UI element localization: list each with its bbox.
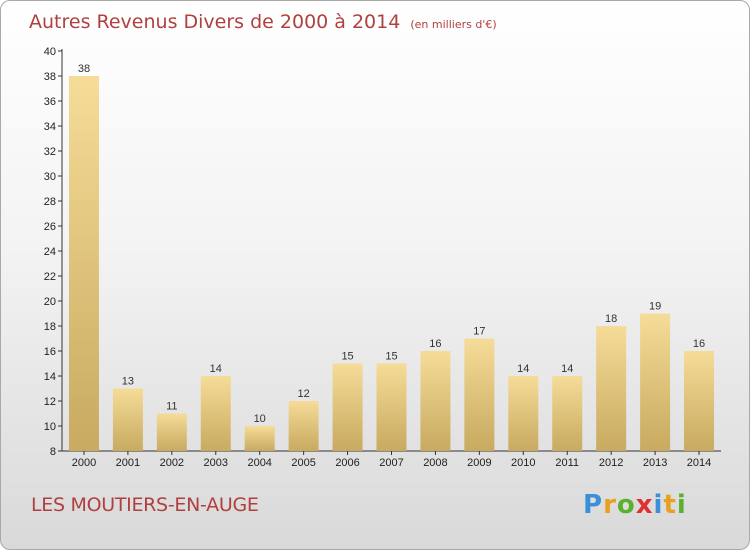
bar [200,376,231,451]
logo-letter: P [583,490,604,520]
x-tick-label: 2002 [160,457,184,469]
bar [596,326,627,451]
y-tick-label: 8 [50,446,56,458]
proxiti-logo: Proxiti [583,490,687,520]
bar-value-label: 13 [122,376,134,388]
x-tick-label: 2014 [687,457,711,469]
bar [68,76,99,451]
y-tick-label: 28 [44,196,56,208]
x-tick-label: 2001 [116,457,140,469]
y-tick-label: 26 [44,221,56,233]
place-name: LES MOUTIERS-EN-AUGE [31,494,259,516]
bar [684,351,715,451]
chart-title-text: Autres Revenus Divers de 2000 à 2014 [29,11,401,33]
x-tick-label: 2010 [511,457,535,469]
logo-letter: x [635,490,654,520]
bar-value-label: 14 [210,363,222,375]
bar-value-label: 19 [649,301,661,313]
bar [376,363,407,451]
bar [244,426,275,451]
x-tick-label: 2003 [204,457,228,469]
x-tick-label: 2007 [379,457,403,469]
y-tick-label: 16 [44,346,56,358]
y-tick-label: 22 [44,271,56,283]
bar-value-label: 17 [473,326,485,338]
chart-subtitle: (en milliers d'€) [410,18,497,31]
chart-labels: 38 13 11 14 10 12 15 15 16 17 14 14 18 19 16 [78,63,705,425]
logo-letter: t [663,490,677,520]
bar-value-label: 15 [385,351,397,363]
x-tick-label: 2013 [643,457,667,469]
y-tick-label: 30 [44,171,56,183]
bar-value-label: 14 [517,363,529,375]
chart-title: Autres Revenus Divers de 2000 à 2014 (en… [29,11,497,33]
logo-letter: i [676,490,687,520]
bar-value-label: 16 [693,338,705,350]
x-tick-label: 2011 [555,457,579,469]
bar [112,388,143,451]
bar-value-label: 18 [605,313,617,325]
bar-value-label: 15 [341,351,353,363]
x-tick-label: 2009 [467,457,491,469]
x-tick-label: 2005 [291,457,315,469]
bar [156,413,187,451]
y-tick-label: 20 [44,296,56,308]
bar [508,376,539,451]
y-tick-label: 34 [44,121,56,133]
y-tick-label: 32 [44,146,56,158]
y-tick-label: 14 [44,371,56,383]
bar-value-label: 12 [298,388,310,400]
y-tick-label: 10 [44,421,56,433]
chart-bars [68,76,715,451]
x-tick-label: 2008 [423,457,447,469]
logo-letter: r [603,490,617,520]
bar-value-label: 38 [78,63,90,75]
y-tick-label: 40 [44,46,56,58]
x-tick-label: 2006 [335,457,359,469]
y-tick-label: 36 [44,96,56,108]
logo-letter: i [653,490,664,520]
bar [640,313,671,451]
bar [332,363,363,451]
x-tick-label: 2012 [599,457,623,469]
x-tick-label: 2000 [72,457,96,469]
bar [552,376,583,451]
y-tick-label: 24 [44,246,56,258]
y-tick-label: 18 [44,321,56,333]
bar [464,338,495,451]
bar [420,351,451,451]
bar-value-label: 10 [254,413,266,425]
y-tick-label: 12 [44,396,56,408]
bar-value-label: 14 [561,363,573,375]
y-tick-label: 38 [44,71,56,83]
bar [288,401,319,451]
x-tick-label: 2004 [247,457,271,469]
logo-letter: o [616,490,636,520]
bar-value-label: 11 [166,401,177,413]
bar-value-label: 16 [429,338,441,350]
